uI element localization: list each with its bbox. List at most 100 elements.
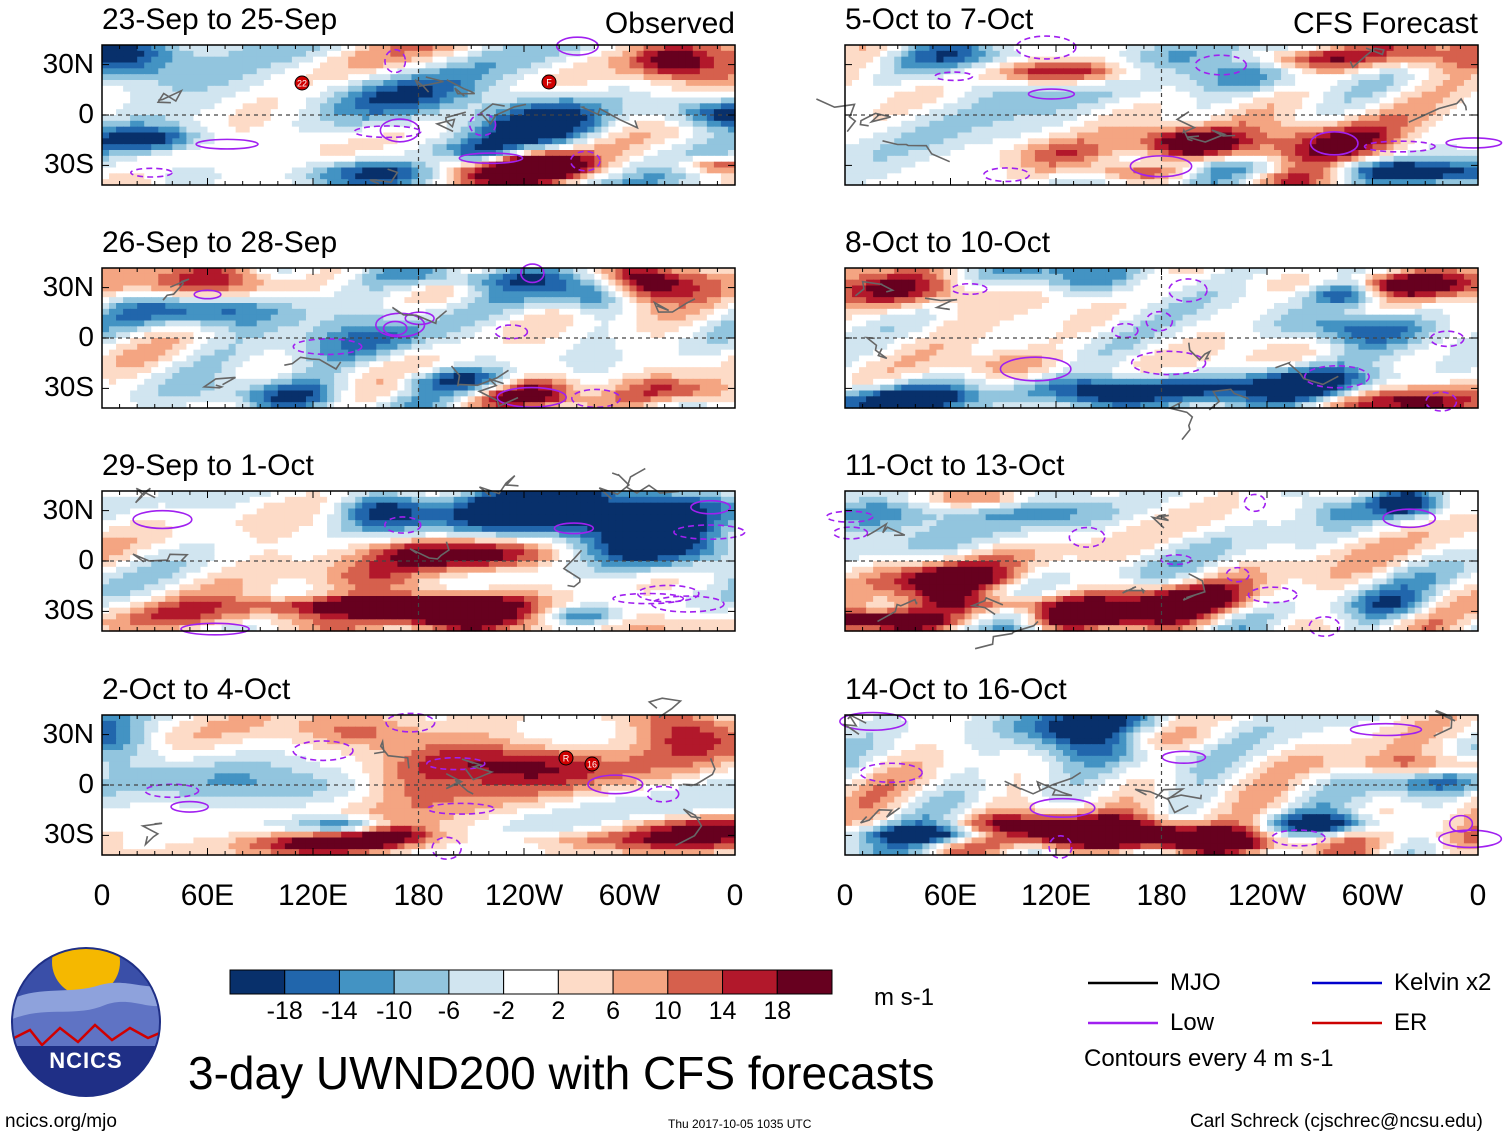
anomaly-cell [425, 68, 434, 75]
anomaly-cell [263, 80, 272, 87]
anomaly-cell [678, 74, 687, 81]
anomaly-cell [650, 68, 659, 75]
anomaly-cell [165, 56, 173, 64]
anomaly-cell [291, 97, 300, 104]
anomaly-cell [446, 68, 455, 75]
anomaly-cell [692, 62, 701, 69]
anomaly-cell [249, 62, 258, 69]
anomaly-cell [516, 45, 525, 52]
anomaly-cell [559, 80, 567, 87]
anomaly-cell [291, 74, 300, 81]
anomaly-cell [706, 56, 715, 64]
anomaly-cell [411, 85, 420, 93]
anomaly-cell [298, 62, 307, 69]
anomaly-cell [404, 56, 413, 64]
anomaly-cell [594, 68, 602, 75]
anomaly-cell [727, 68, 736, 75]
anomaly-cell [298, 56, 307, 64]
anomaly-cell [305, 97, 314, 104]
anomaly-cell [706, 74, 715, 81]
anomaly-cell [671, 68, 680, 75]
anomaly-cell [439, 68, 448, 75]
anomaly-cell [277, 97, 286, 104]
anomaly-cell [509, 74, 518, 81]
anomaly-cell [186, 85, 195, 93]
anomaly-cell [116, 50, 124, 58]
anomaly-cell [453, 56, 462, 64]
anomaly-cell [664, 56, 673, 64]
anomaly-cell [425, 56, 434, 64]
anomaly-cell [109, 74, 117, 81]
anomaly-cell [341, 80, 349, 87]
anomaly-cell [123, 91, 131, 99]
anomaly-cell [587, 62, 595, 69]
anomaly-cell [376, 91, 384, 99]
anomaly-cell [102, 80, 110, 87]
anomaly-cell [467, 50, 476, 58]
anomaly-cell [594, 80, 602, 87]
anomaly-cell [390, 91, 398, 99]
anomaly-cell [650, 62, 659, 69]
anomaly-cell [636, 85, 645, 93]
anomaly-cell [509, 62, 518, 69]
anomaly-cell [699, 91, 708, 99]
anomaly-cell [425, 50, 434, 58]
anomaly-cell [116, 68, 124, 75]
anomaly-cell [411, 68, 420, 75]
anomaly-cell [228, 97, 237, 104]
anomaly-cell [566, 62, 574, 69]
anomaly-cell [615, 74, 624, 81]
anomaly-cell [341, 56, 349, 64]
anomaly-cell [692, 80, 701, 87]
anomaly-cell [235, 80, 244, 87]
anomaly-cell [636, 45, 645, 52]
anomaly-cell [692, 68, 701, 75]
anomaly-cell [102, 91, 110, 99]
anomaly-cell [165, 68, 173, 75]
anomaly-cell [228, 80, 237, 87]
anomaly-cell [552, 50, 560, 58]
anomaly-cell [151, 68, 159, 75]
anomaly-cell [608, 68, 617, 75]
anomaly-cell [369, 62, 377, 69]
anomaly-cell [102, 85, 110, 93]
anomaly-cell [186, 97, 195, 104]
anomaly-cell [137, 68, 145, 75]
anomaly-cell [165, 74, 173, 81]
anomaly-cell [242, 74, 251, 81]
anomaly-cell [369, 97, 377, 104]
anomaly-cell [615, 45, 624, 52]
anomaly-cell [186, 50, 195, 58]
anomaly-cell [488, 91, 497, 99]
anomaly-cell [397, 68, 406, 75]
anomaly-cell [622, 68, 631, 75]
anomaly-cell [460, 74, 469, 81]
anomaly-cell [270, 91, 279, 99]
anomaly-cell [432, 68, 441, 75]
anomaly-cell [144, 62, 152, 69]
anomaly-cell [411, 45, 420, 52]
anomaly-cell [509, 91, 518, 99]
anomaly-cell [249, 74, 258, 81]
anomaly-cell [158, 45, 166, 52]
anomaly-cell [256, 80, 265, 87]
anomaly-cell [432, 50, 441, 58]
anomaly-cell [699, 85, 708, 93]
anomaly-cell [481, 97, 490, 104]
anomaly-cell [151, 74, 159, 81]
anomaly-cell [334, 62, 342, 69]
anomaly-cell [390, 45, 398, 52]
anomaly-cell [685, 56, 694, 64]
anomaly-cell [446, 80, 455, 87]
anomaly-cell [706, 45, 715, 52]
anomaly-cell [615, 50, 624, 58]
anomaly-cell [249, 85, 258, 93]
anomaly-cell [425, 80, 434, 87]
anomaly-cell [355, 97, 363, 104]
anomaly-cell [305, 56, 314, 64]
anomaly-cell [144, 56, 152, 64]
anomaly-cell [481, 74, 490, 81]
anomaly-cell [425, 62, 434, 69]
anomaly-cell [411, 56, 420, 64]
anomaly-cell [369, 85, 377, 93]
